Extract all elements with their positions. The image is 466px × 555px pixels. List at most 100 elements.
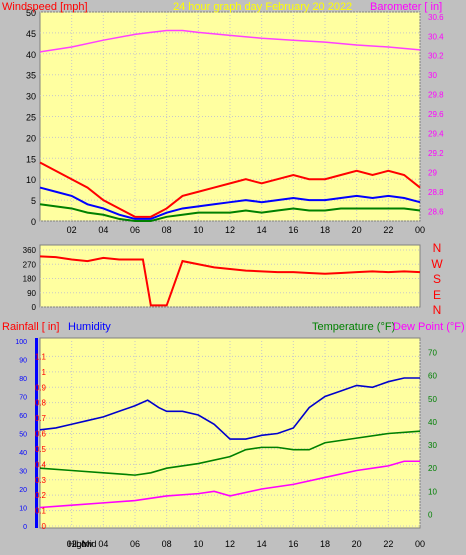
barometer-tick: 29.2 xyxy=(428,149,444,158)
temp-time-tick: 14 xyxy=(257,539,267,549)
direction-series xyxy=(39,255,421,307)
barometer-tick: 28.8 xyxy=(428,188,444,197)
humidity-tick: 70 xyxy=(19,395,27,402)
temperature-tick: 30 xyxy=(428,441,437,450)
compass-label: S xyxy=(433,272,441,286)
wind-time-tick: 02 xyxy=(67,225,77,235)
temp-time-tick: 00 xyxy=(415,539,425,549)
barometer-tick: 29.8 xyxy=(428,91,444,100)
barometer-tick: 30.6 xyxy=(428,13,444,22)
wind-time-tick: 04 xyxy=(98,225,108,235)
wind-series xyxy=(39,29,421,222)
direction-tick: 90 xyxy=(27,289,36,298)
rainfall-tick: 0.7 xyxy=(35,414,47,423)
humidity-tick: 90 xyxy=(19,358,27,365)
humidity-axis-label: Humidity xyxy=(68,321,111,333)
rainfall-axis-ticks: 0 0.1 0.2 0.3 0.4 0.5 0.6 0.7 0.8 0.9 1 1.1 xyxy=(35,352,47,531)
temp-time-tick: 22 xyxy=(383,539,393,549)
wind-time-tick: 18 xyxy=(320,225,330,235)
barometer-tick: 30.4 xyxy=(428,32,444,41)
rainfall-tick: 0 xyxy=(42,522,47,531)
humidity-tick: 0 xyxy=(23,524,27,531)
temp-series xyxy=(39,377,421,509)
barometer-axis-label: Barometer [ in] xyxy=(370,1,442,13)
wind-barometer-panel: 0 5 10 15 20 25 30 35 40 45 50 28.6 28.8 29 29.2 29.4 2… xyxy=(2,1,444,235)
temp-time-tick: 20 xyxy=(352,539,362,549)
wind-time-tick: 10 xyxy=(193,225,203,235)
wind-series-line-1 xyxy=(39,161,421,218)
temperature-tick: 40 xyxy=(428,418,437,427)
windspeed-axis-label: Windspeed [mph] xyxy=(2,1,88,13)
humidity-tick: 30 xyxy=(19,469,27,476)
temp-time-tick: 02 xyxy=(67,539,77,549)
rainfall-tick: 0.5 xyxy=(35,445,47,454)
humidity-tick: 100 xyxy=(15,339,27,346)
windspeed-tick: 15 xyxy=(26,154,36,164)
rainfall-tick: 0.1 xyxy=(35,507,47,516)
wind-time-tick: 22 xyxy=(383,225,393,235)
windspeed-tick: 25 xyxy=(26,113,36,123)
direction-grid xyxy=(40,249,420,308)
compass-label: E xyxy=(433,288,441,302)
label-low: Low xyxy=(76,539,93,549)
temp-series-line-1 xyxy=(39,430,421,476)
temp-series-line-0 xyxy=(39,377,420,440)
rainfall-axis-label: Rainfall [ in] xyxy=(2,321,59,333)
direction-tick: 270 xyxy=(23,260,37,269)
rainfall-tick: 0.6 xyxy=(35,430,47,439)
wind-time-tick: 16 xyxy=(288,225,298,235)
wind-time-tick: 00 xyxy=(415,225,425,235)
wind-time-ticks: 02 04 06 08 10 12 14 16 18 20 22 00 xyxy=(67,225,425,235)
temperature-axis-label: Temperature (°F) xyxy=(312,321,395,333)
wind-series-line-2 xyxy=(39,186,421,220)
direction-series-line-0 xyxy=(39,255,421,307)
humidity-tick: 60 xyxy=(19,413,27,420)
windspeed-tick: 5 xyxy=(31,196,36,206)
temp-time-tick: 08 xyxy=(162,539,172,549)
label-high: High xyxy=(68,539,87,549)
windspeed-tick: 10 xyxy=(26,175,36,185)
rainfall-tick: 1.1 xyxy=(35,352,47,361)
barometer-tick: 30 xyxy=(428,71,437,80)
windspeed-tick: 0 xyxy=(31,217,36,227)
humidity-tick: 10 xyxy=(19,506,27,513)
temp-time-tick: 18 xyxy=(320,539,330,549)
temp-series-line-2 xyxy=(39,460,420,509)
temp-time-tick: 12 xyxy=(225,539,235,549)
wind-time-tick: 06 xyxy=(130,225,140,235)
wind-time-tick: 14 xyxy=(257,225,267,235)
humidity-tick: 50 xyxy=(19,432,27,439)
windspeed-tick: 50 xyxy=(26,8,36,18)
rainfall-tick: 0.9 xyxy=(35,383,47,392)
label-mid: Mid xyxy=(82,539,97,549)
windspeed-tick: 35 xyxy=(26,71,36,81)
temp-time-tick: 04 xyxy=(98,539,108,549)
humidity-tick: 40 xyxy=(19,450,27,457)
windspeed-tick: 20 xyxy=(26,133,36,143)
compass-label: N xyxy=(433,303,442,317)
windspeed-tick: 45 xyxy=(26,29,36,39)
temperature-tick: 70 xyxy=(428,349,437,358)
barometer-tick: 29.4 xyxy=(428,130,444,139)
humidity-axis-ticks: 0 10 20 30 40 50 60 70 80 90 100 xyxy=(15,339,27,531)
temperature-axis-ticks: 0 10 20 30 40 50 60 70 xyxy=(428,349,437,520)
direction-axis-ticks: 0 90 180 270 360 xyxy=(23,246,37,312)
temperature-tick: 20 xyxy=(428,464,437,473)
humidity-tick: 20 xyxy=(19,487,27,494)
wind-time-tick: 08 xyxy=(162,225,172,235)
chart-title: 24 hour graph day February 20 2022 xyxy=(173,1,352,13)
temp-time-tick: 06 xyxy=(130,539,140,549)
direction-tick: 0 xyxy=(32,303,37,312)
windspeed-axis-ticks: 0 5 10 15 20 25 30 35 40 45 50 xyxy=(26,8,36,227)
compass-label: W xyxy=(431,257,443,271)
wind-time-tick: 20 xyxy=(352,225,362,235)
windspeed-tick: 40 xyxy=(26,50,36,60)
barometer-tick: 29 xyxy=(428,168,437,177)
temp-time-tick: 16 xyxy=(288,539,298,549)
barometer-tick: 28.6 xyxy=(428,207,444,216)
direction-tick: 360 xyxy=(23,246,37,255)
